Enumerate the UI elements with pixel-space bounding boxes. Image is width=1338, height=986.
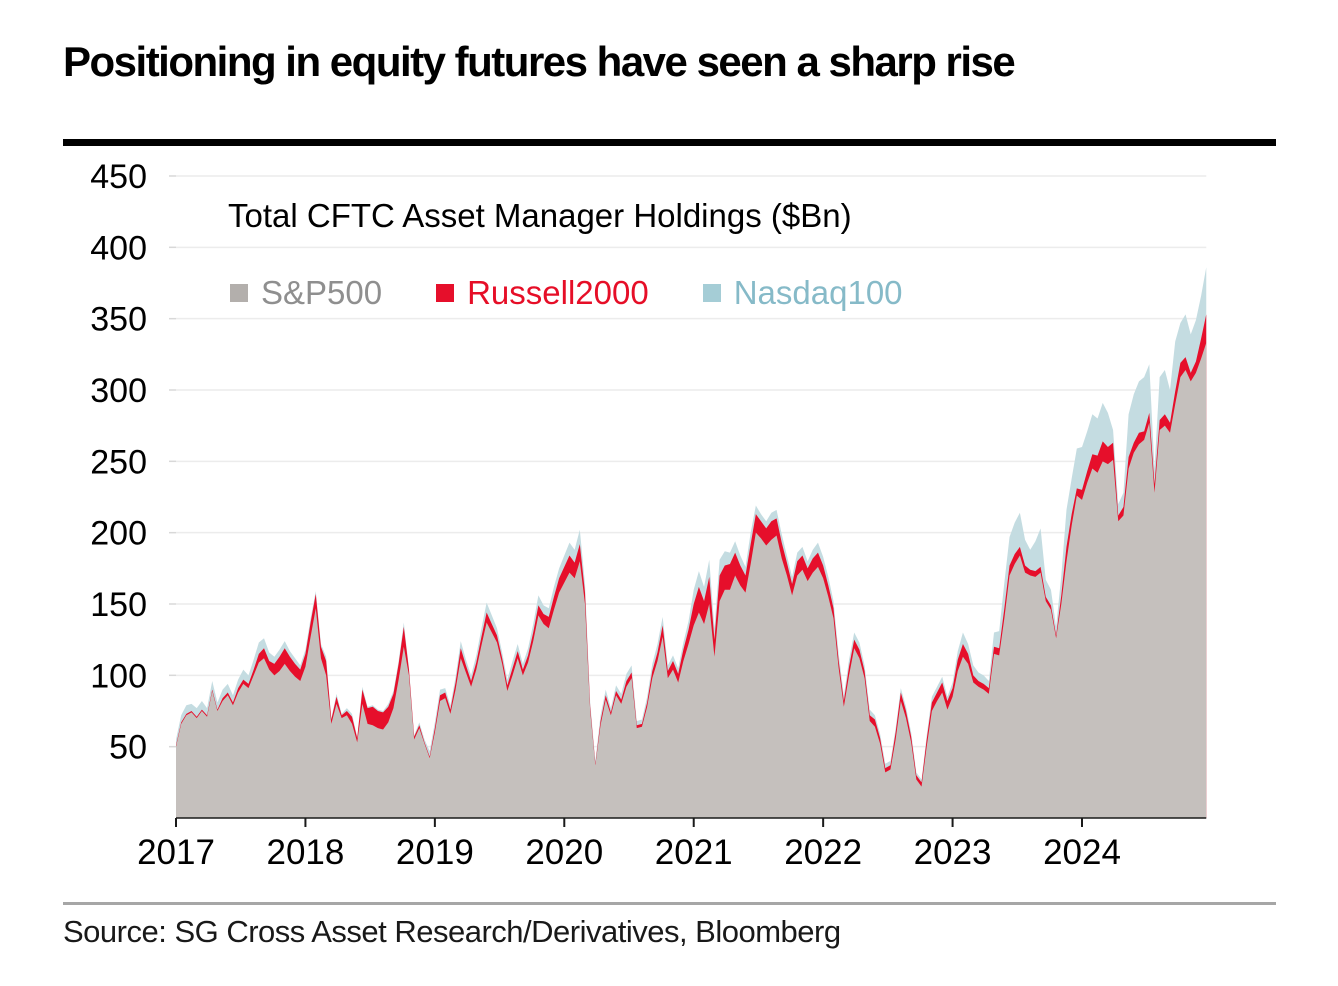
legend-label-nasdaq100: Nasdaq100 — [733, 274, 903, 311]
svg-text:350: 350 — [90, 301, 147, 339]
svg-text:2017: 2017 — [137, 833, 215, 872]
russell2000-swatch-icon — [436, 284, 455, 302]
svg-text:2019: 2019 — [396, 833, 474, 872]
legend-item-nasdaq100: Nasdaq100 — [702, 274, 903, 312]
svg-text:150: 150 — [90, 586, 147, 624]
svg-text:50: 50 — [109, 729, 147, 767]
legend-item-sp500: S&P500 — [230, 274, 382, 312]
legend-item-russell2000: Russell2000 — [436, 274, 649, 312]
source-divider — [63, 902, 1276, 905]
source-text: Source: SG Cross Asset Research/Derivati… — [63, 914, 841, 949]
svg-text:2022: 2022 — [784, 833, 862, 872]
legend-label-sp500: S&P500 — [261, 274, 383, 311]
svg-text:2020: 2020 — [525, 833, 603, 872]
svg-text:200: 200 — [90, 515, 147, 553]
svg-text:300: 300 — [90, 372, 147, 410]
svg-text:250: 250 — [90, 443, 147, 481]
legend-label-russell2000: Russell2000 — [467, 274, 649, 311]
sp500-swatch-icon — [230, 284, 248, 302]
svg-text:2024: 2024 — [1043, 833, 1121, 872]
svg-text:450: 450 — [90, 158, 147, 196]
nasdaq100-swatch-icon — [702, 284, 721, 302]
svg-text:2021: 2021 — [655, 833, 733, 872]
top-divider — [63, 139, 1276, 146]
page-title: Positioning in equity futures have seen … — [63, 38, 1016, 85]
svg-text:2023: 2023 — [914, 833, 992, 872]
chart-title: Total CFTC Asset Manager Holdings ($Bn) — [228, 197, 852, 234]
svg-text:100: 100 — [90, 657, 147, 695]
svg-text:2018: 2018 — [266, 833, 344, 872]
svg-text:400: 400 — [90, 229, 147, 267]
chart-legend: S&P500 Russell2000 Nasdaq100 — [230, 274, 957, 312]
